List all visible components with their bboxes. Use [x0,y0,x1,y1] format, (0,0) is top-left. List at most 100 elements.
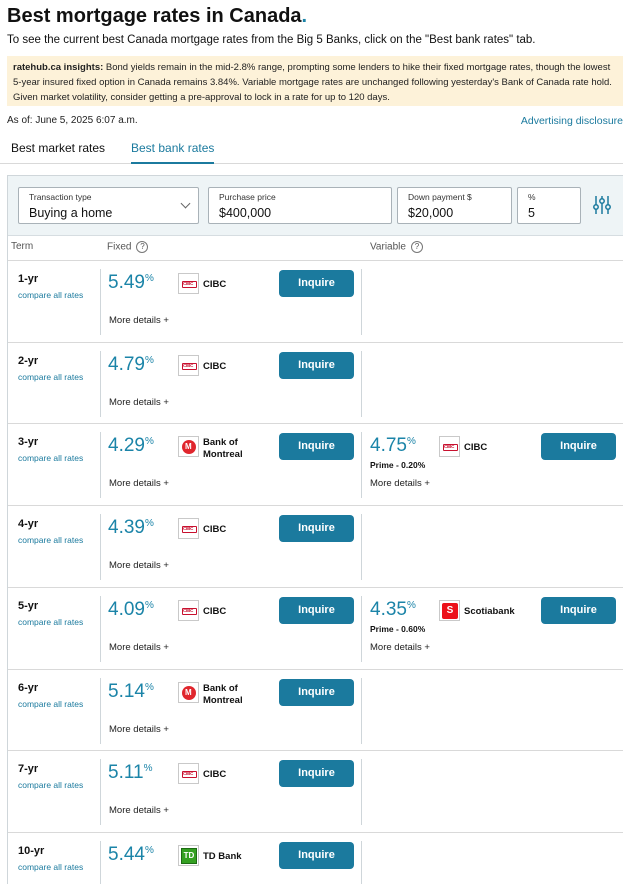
rates-panel: Transaction type Buying a home Purchase … [7,175,623,884]
term-label: 10-yr [18,844,45,857]
column-divider [361,514,362,581]
more-details-link[interactable]: More details + [370,641,430,653]
term-label: 5-yr [18,599,39,612]
fixed-help-icon[interactable]: ? [136,241,149,253]
column-divider [361,840,362,884]
compare-all-rates-link[interactable]: compare all rates [18,616,84,627]
term-label: 3-yr [18,436,39,449]
table-row: 5-yr compare all rates 4.09% CIBC CIBC Inquir… [8,586,623,669]
compare-all-rates-link[interactable]: compare all rates [18,535,84,546]
tab-best-market-rates[interactable]: Best market rates [11,141,106,155]
column-divider [100,840,101,884]
fixed-bank-name: CIBC [203,360,227,372]
fixed-bank-name: Bank of Montreal [203,682,243,706]
fixed-rate: 4.09% [108,598,154,620]
down-payment-input[interactable]: Down payment $ $20,000 [397,187,512,224]
inquire-fixed-button[interactable]: Inquire [279,351,354,379]
page-title: Best mortgage rates in Canada. [7,5,308,27]
as-of-timestamp: As of: June 5, 2025 6:07 a.m. [7,115,138,126]
inquire-variable-button[interactable]: Inquire [541,596,616,624]
table-row: 7-yr compare all rates 5.11% CIBC CIBC Inquir… [8,750,623,832]
column-divider [100,514,101,581]
column-divider [100,759,101,826]
purchase-price-input[interactable]: Purchase price $400,000 [208,187,392,224]
td-logo-icon: TD [178,844,199,866]
fixed-rate: 5.11% [108,762,153,784]
column-divider [361,595,362,662]
variable-rate: 4.35% [370,598,416,620]
variable-bank-name: CIBC [464,442,488,454]
compare-all-rates-link[interactable]: compare all rates [18,371,84,382]
inquire-fixed-button[interactable]: Inquire [279,678,354,706]
column-header-fixed: Fixed? [107,241,149,253]
column-divider [361,350,362,417]
term-label: 1-yr [18,273,39,285]
insights-banner: ratehub.ca insights: Bond yields remain … [7,56,623,106]
fixed-rate: 5.44% [108,843,154,865]
sliders-icon[interactable] [592,194,612,216]
more-details-link[interactable]: More details + [109,396,169,408]
scotiabank-logo-icon: S [439,599,460,621]
compare-all-rates-link[interactable]: compare all rates [18,290,84,300]
inquire-fixed-button[interactable]: Inquire [279,841,354,869]
compare-all-rates-link[interactable]: compare all rates [18,453,84,464]
inquire-fixed-button[interactable]: Inquire [279,596,354,624]
table-row: 3-yr compare all rates 4.29% Bank ofMontrea… [8,423,623,505]
column-divider [100,269,101,335]
table-row: 4-yr compare all rates 4.39% CIBC CIBC Inquir… [8,505,623,587]
table-row: 2-yr compare all rates 4.79% CIBC CIBC Inquir… [8,341,623,424]
variable-bank-name: Scotiabank [464,605,515,617]
inquire-fixed-button[interactable]: Inquire [279,760,354,788]
more-details-link[interactable]: More details + [109,641,169,653]
chevron-down-icon [180,198,191,209]
fixed-bank-name: TD Bank [203,850,242,862]
prime-offset: Prime - 0.20% [370,460,426,471]
fixed-bank-name: CIBC [203,605,227,617]
fixed-rate: 4.79% [108,353,154,375]
table-row: 6-yr compare all rates 5.14% Bank ofMontrea… [8,668,623,751]
inquire-fixed-button[interactable]: Inquire [279,515,354,543]
page-subtitle: To see the current best Canada mortgage … [7,34,536,46]
fixed-rate: 4.39% [108,517,154,539]
tab-best-bank-rates[interactable]: Best bank rates [131,141,215,164]
term-label: 2-yr [18,354,39,367]
inquire-fixed-button[interactable]: Inquire [279,433,354,461]
cibc-logo-icon: CIBC [178,599,199,621]
fixed-rate: 5.14% [108,680,154,702]
inquire-variable-button[interactable]: Inquire [541,433,616,461]
more-details-link[interactable]: More details + [109,315,169,326]
column-divider [361,677,362,744]
column-divider [361,432,362,499]
fixed-bank-name: CIBC [203,524,227,536]
cibc-logo-icon: CIBC [439,436,460,458]
more-details-link[interactable]: More details + [109,560,169,572]
term-label: 4-yr [18,518,39,531]
rate-tabs: Best market rates Best bank rates [0,136,623,164]
advertising-disclosure-link[interactable]: Advertising disclosure [520,115,623,127]
cibc-logo-icon: CIBC [178,354,199,376]
table-row: 1-yr compare all rates 5.49% CIBC CIBC Inquir… [8,260,623,342]
fixed-bank-name: CIBC [203,279,227,290]
prime-offset: Prime - 0.60% [370,623,426,634]
compare-all-rates-link[interactable]: compare all rates [18,861,84,872]
more-details-link[interactable]: More details + [370,478,430,490]
table-row: 10-yr compare all rates 5.44% TD TD Bank Inqu… [8,831,623,884]
insights-text: Bond yields remain in the mid-2.8% range… [13,62,612,103]
filter-bar: Transaction type Buying a home Purchase … [8,176,623,236]
more-details-link[interactable]: More details + [109,478,169,490]
column-divider [100,677,101,744]
variable-rate: 4.75% [370,435,416,457]
compare-all-rates-link[interactable]: compare all rates [18,780,84,791]
fixed-bank-name: CIBC [203,769,227,781]
column-divider [100,350,101,417]
compare-all-rates-link[interactable]: compare all rates [18,698,84,709]
more-details-link[interactable]: More details + [109,805,169,817]
column-divider [100,432,101,499]
variable-help-icon[interactable]: ? [410,241,423,253]
inquire-fixed-button[interactable]: Inquire [279,270,354,297]
down-payment-percent-input[interactable]: % 5 [517,187,581,224]
more-details-link[interactable]: More details + [109,723,169,735]
cibc-logo-icon: CIBC [178,763,199,785]
bmo-logo-icon [178,681,199,703]
transaction-type-select[interactable]: Transaction type Buying a home [18,187,199,224]
